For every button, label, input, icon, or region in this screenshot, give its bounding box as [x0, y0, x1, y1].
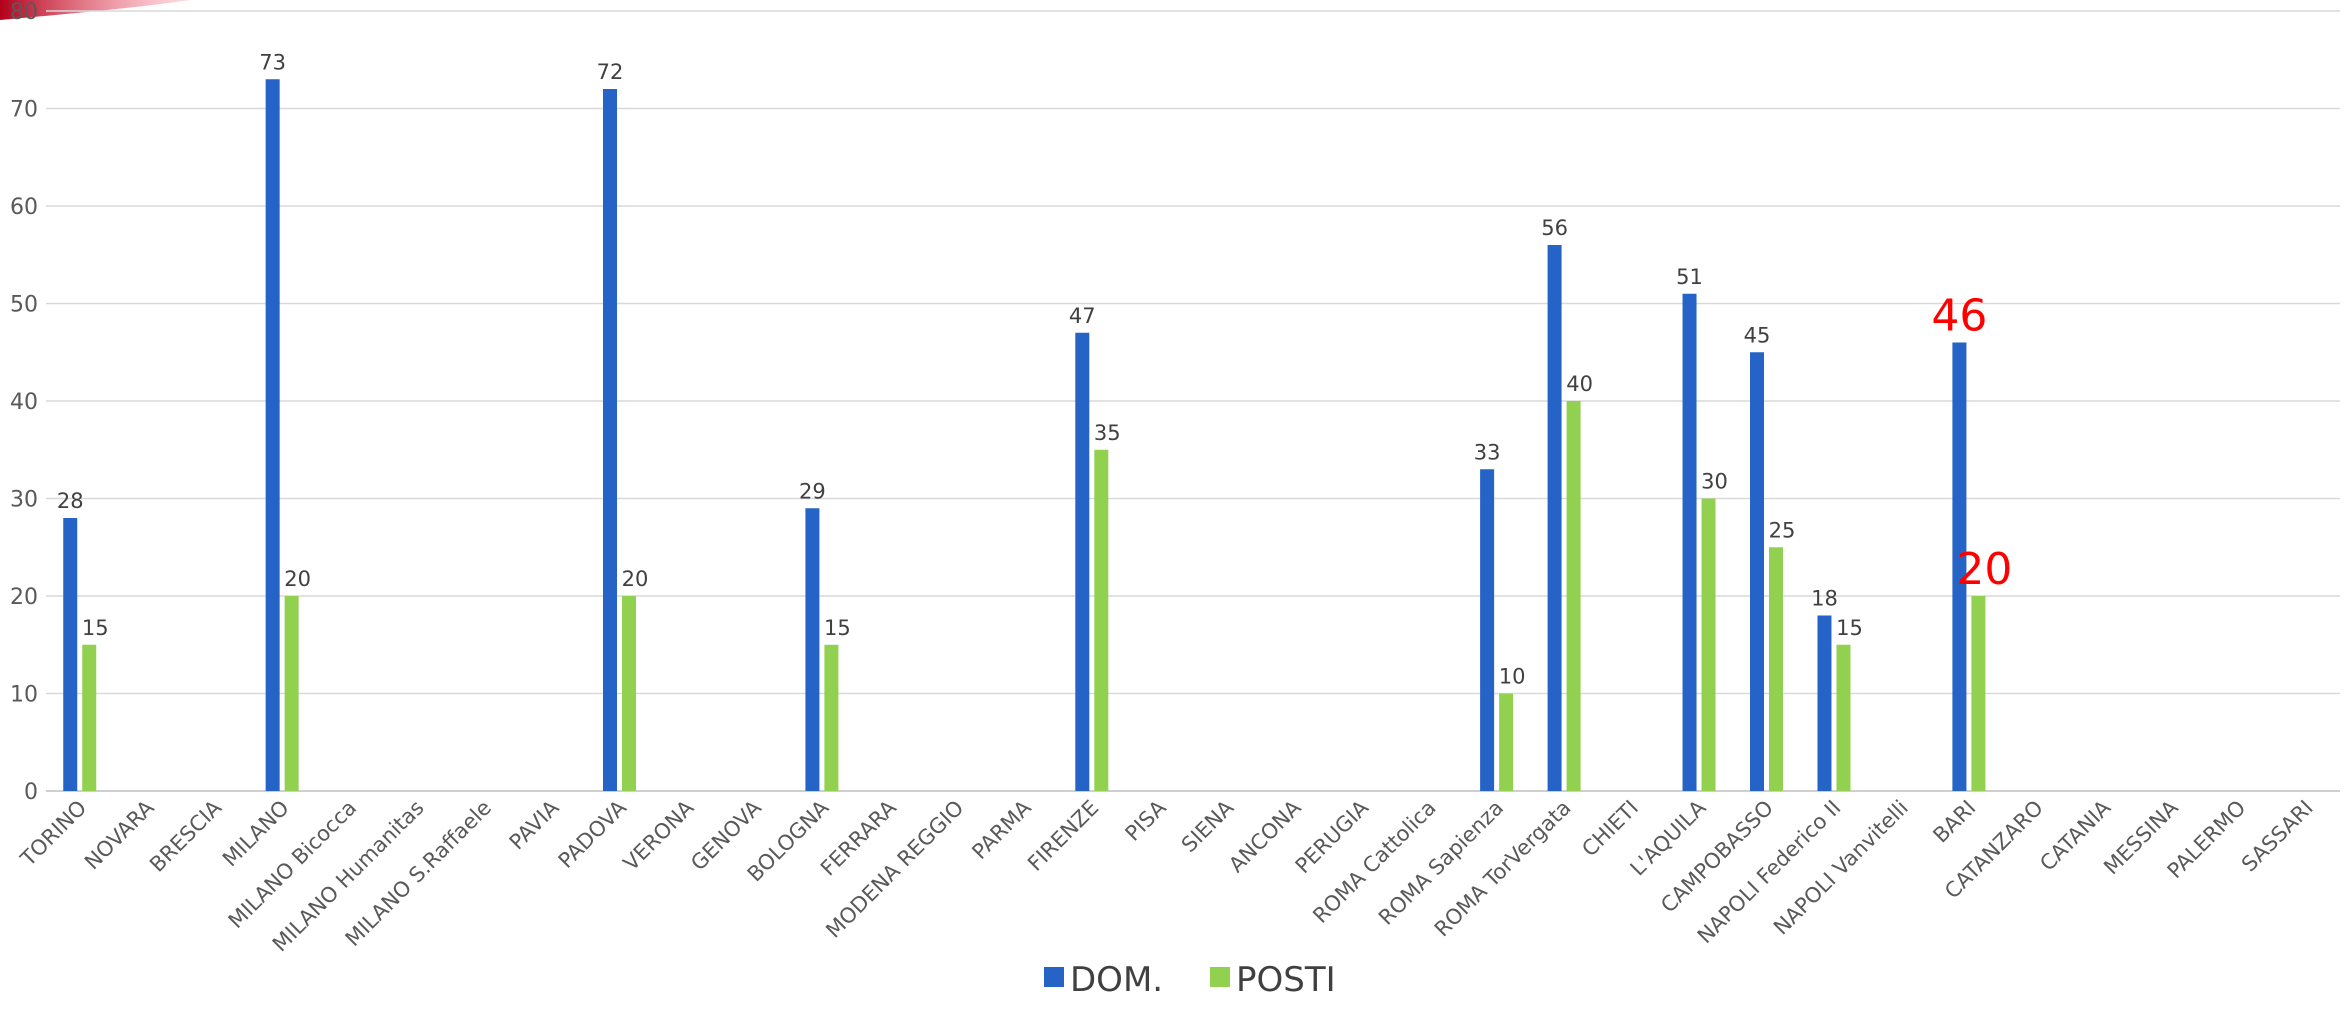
- data-label: 73: [259, 50, 286, 74]
- x-category-label: PISA: [1121, 795, 1172, 846]
- x-category-label: PARMA: [967, 795, 1036, 864]
- legend: DOM. POSTI: [1044, 960, 1336, 1000]
- data-label: 47: [1069, 304, 1096, 328]
- data-label: 20: [622, 567, 649, 591]
- y-axis-ticks: 0 10 20 30 40 50 60 70 80: [10, 0, 38, 805]
- x-category-label: BARI: [1928, 796, 1980, 848]
- data-label: 20: [1956, 544, 2012, 595]
- data-label: 15: [82, 616, 109, 640]
- data-label: 15: [1836, 616, 1863, 640]
- bar-dom: [1952, 342, 1967, 791]
- data-label: 20: [284, 567, 311, 591]
- bar-posti: [1094, 449, 1109, 791]
- data-label: 72: [597, 60, 624, 84]
- data-label: 56: [1541, 216, 1568, 240]
- data-label: 46: [1931, 291, 1987, 342]
- x-category-label: SASSARI: [2237, 796, 2318, 877]
- bar-dom: [603, 89, 617, 791]
- y-tick-label: 70: [10, 98, 38, 123]
- x-category-label: PAVIA: [505, 795, 564, 854]
- bar-dom: [63, 518, 78, 791]
- legend-entry: DOM.: [1070, 960, 1163, 1000]
- data-labels: 28 15 73 20 72 20 29 15 47 35 33 10 56 40 51 30 45 25 18 15…: [57, 50, 2013, 688]
- legend-entry: POSTI: [1236, 960, 1336, 1000]
- data-label: 30: [1701, 470, 1728, 494]
- y-tick-label: 40: [10, 390, 38, 415]
- data-label: 25: [1769, 518, 1796, 542]
- x-category-label: ROMA Sapienza: [1374, 796, 1508, 930]
- bar-dom: [1547, 245, 1562, 791]
- bar-posti: [622, 596, 636, 791]
- bar-posti: [1769, 547, 1783, 791]
- bar-posti: [1701, 498, 1716, 791]
- x-category-label: BRESCIA: [145, 795, 227, 877]
- bar-dom: [265, 79, 280, 791]
- gridlines: [46, 10, 2340, 792]
- data-label: 29: [799, 479, 826, 503]
- bar-posti: [1499, 693, 1514, 791]
- bar-posti: [284, 596, 299, 791]
- bar-dom: [1075, 332, 1090, 791]
- data-label: 18: [1811, 587, 1838, 611]
- y-tick-label: 60: [10, 195, 38, 220]
- legend-swatch: [1044, 967, 1064, 987]
- x-category-label: NAPOLI Vanvitelli: [1769, 796, 1913, 940]
- bar-dom: [1682, 293, 1697, 791]
- y-tick-label: 0: [24, 780, 38, 805]
- data-label: 40: [1566, 372, 1593, 396]
- data-label: 33: [1474, 440, 1501, 464]
- x-category-label: CHIETI: [1577, 796, 1643, 862]
- y-tick-label: 80: [10, 0, 38, 25]
- bar-posti: [824, 644, 839, 791]
- data-label: 51: [1676, 265, 1703, 289]
- bar-posti: [82, 644, 97, 791]
- x-category-label: SIENA: [1177, 795, 1239, 857]
- y-tick-label: 50: [10, 293, 38, 318]
- x-category-label: PADOVA: [554, 795, 632, 873]
- x-category-label: TORINO: [15, 796, 91, 872]
- y-tick-label: 20: [10, 585, 38, 610]
- x-category-label: FIRENZE: [1023, 796, 1103, 876]
- data-label: 35: [1094, 421, 1121, 445]
- data-label: 15: [824, 616, 851, 640]
- bar-dom: [1750, 352, 1764, 791]
- data-label: 10: [1499, 665, 1526, 689]
- legend-swatch: [1210, 967, 1230, 987]
- bar-posti: [1971, 596, 1986, 791]
- bar-dom: [805, 508, 820, 791]
- bar-posti: [1836, 644, 1851, 791]
- decorative-swoosh: [0, 0, 190, 20]
- bar-posti: [1566, 401, 1581, 791]
- y-tick-label: 30: [10, 488, 38, 513]
- bars: [63, 79, 1986, 791]
- bar-dom: [1480, 469, 1495, 791]
- x-category-label: ROMA Cattolica: [1308, 796, 1440, 928]
- data-label: 28: [57, 489, 84, 513]
- y-tick-label: 10: [10, 683, 38, 708]
- x-category-label: MILANO Bicocca: [224, 796, 361, 933]
- x-category-label: VERONA: [619, 795, 699, 875]
- bar-dom: [1817, 615, 1832, 791]
- data-label: 45: [1744, 323, 1771, 347]
